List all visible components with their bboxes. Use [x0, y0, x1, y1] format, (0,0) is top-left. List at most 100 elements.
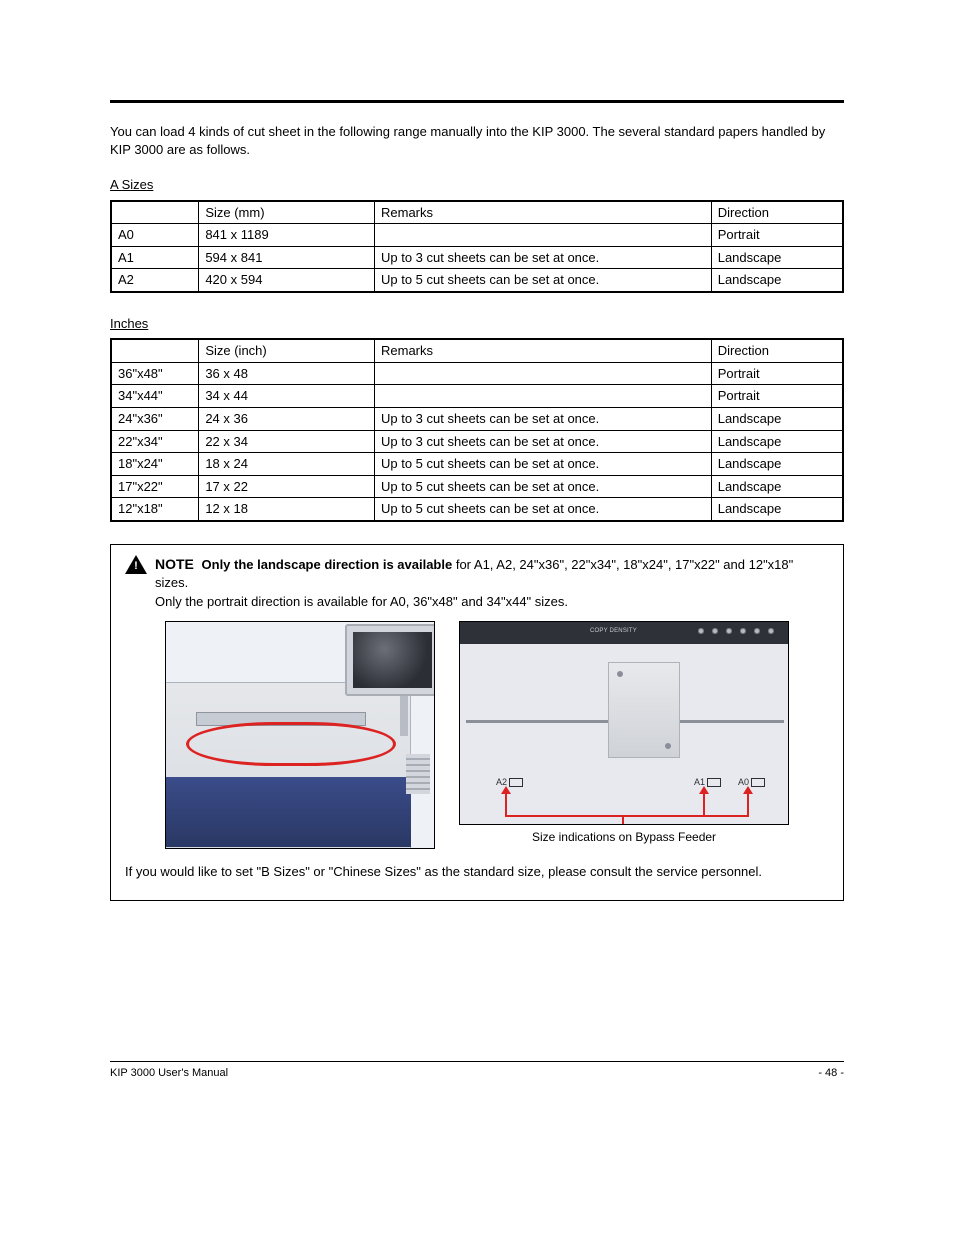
table-cell: 18 x 24 — [199, 453, 375, 476]
table-cell — [375, 224, 712, 247]
red-arrow — [703, 792, 705, 816]
panel-button[interactable] — [754, 628, 760, 634]
table-cell: 18"x24" — [111, 453, 199, 476]
table-cell: Landscape — [711, 498, 843, 521]
button-row — [698, 628, 774, 634]
table-cell: 34 x 44 — [199, 385, 375, 408]
red-oval-highlight — [186, 722, 396, 766]
table-cell: Up to 3 cut sheets can be set at once. — [375, 408, 712, 431]
table-cell: Landscape — [711, 475, 843, 498]
table-cell: 34"x44" — [111, 385, 199, 408]
table-row: 22"x34"22 x 34Up to 3 cut sheets can be … — [111, 430, 843, 453]
table-cell: 24"x36" — [111, 408, 199, 431]
photo-row: COPY DENSITY A2 A1 — [125, 621, 829, 849]
table-cell: A2 — [111, 269, 199, 292]
table-cell: Portrait — [711, 224, 843, 247]
table-row: A2420 x 594Up to 5 cut sheets can be set… — [111, 269, 843, 292]
table-header-row: Size (inch)RemarksDirection — [111, 339, 843, 362]
table-cell: Landscape — [711, 246, 843, 269]
red-arrow — [747, 792, 749, 816]
note-text-block: NOTE Only the landscape direction is ava… — [155, 555, 829, 611]
footer-right: - 48 - — [818, 1066, 844, 1081]
panel-button[interactable] — [740, 628, 746, 634]
table-cell: 12"x18" — [111, 498, 199, 521]
monitor-screen — [353, 632, 432, 688]
table-row: 36"x48"36 x 48 Portrait — [111, 362, 843, 385]
table-cell: 12 x 18 — [199, 498, 375, 521]
metal-guide-plate — [608, 662, 680, 758]
table-row: A0841 x 1189 Portrait — [111, 224, 843, 247]
copy-density-label: COPY DENSITY — [590, 627, 637, 635]
table-header-cell: Remarks — [375, 339, 712, 362]
top-control-bar: COPY DENSITY — [460, 622, 788, 644]
table-cell: 841 x 1189 — [199, 224, 375, 247]
table-row: 12"x18"12 x 18Up to 5 cut sheets can be … — [111, 498, 843, 521]
warning-icon — [125, 555, 147, 574]
table-cell: Landscape — [711, 430, 843, 453]
table-cell: 36"x48" — [111, 362, 199, 385]
table-cell: 36 x 48 — [199, 362, 375, 385]
table-cell: 594 x 841 — [199, 246, 375, 269]
table-cell: 24 x 36 — [199, 408, 375, 431]
table-row: 17"x22"17 x 22Up to 5 cut sheets can be … — [111, 475, 843, 498]
table-cell: Landscape — [711, 408, 843, 431]
a-series-label: A Sizes — [110, 176, 844, 194]
note-line1-bold: Only the landscape direction is availabl… — [202, 557, 453, 572]
table-cell: Up to 5 cut sheets can be set at once. — [375, 269, 712, 292]
top-rule — [110, 100, 844, 103]
note-label: NOTE — [155, 556, 194, 572]
panel-button[interactable] — [726, 628, 732, 634]
table-row: 18"x24"18 x 24Up to 5 cut sheets can be … — [111, 453, 843, 476]
table-cell: Portrait — [711, 385, 843, 408]
table-header-cell — [111, 339, 199, 362]
bypass-feeder-photo: COPY DENSITY A2 A1 — [459, 621, 789, 825]
table-cell: A1 — [111, 246, 199, 269]
table-cell: 22 x 34 — [199, 430, 375, 453]
table-cell: Landscape — [711, 269, 843, 292]
panel-button[interactable] — [698, 628, 704, 634]
red-connector-down — [622, 815, 624, 825]
table-row: A1594 x 841Up to 3 cut sheets can be set… — [111, 246, 843, 269]
footer-rule — [110, 1061, 844, 1062]
screw-icon — [665, 743, 671, 749]
b-series-label: Inches — [110, 315, 844, 333]
table-cell: Up to 5 cut sheets can be set at once. — [375, 498, 712, 521]
red-connector — [505, 815, 623, 817]
table-header-row: Size (mm)RemarksDirection — [111, 201, 843, 224]
table-header-cell: Direction — [711, 339, 843, 362]
table-cell — [375, 362, 712, 385]
note-line2: Only the portrait direction is available… — [155, 593, 829, 611]
table-cell: 17 x 22 — [199, 475, 375, 498]
note-header: NOTE Only the landscape direction is ava… — [125, 555, 829, 611]
intro-text: You can load 4 kinds of cut sheet in the… — [110, 123, 844, 158]
photo-caption: Size indications on Bypass Feeder — [532, 829, 716, 845]
footer-left: KIP 3000 User's Manual — [110, 1066, 228, 1081]
table-cell: Portrait — [711, 362, 843, 385]
table-cell: A0 — [111, 224, 199, 247]
page-footer: KIP 3000 User's Manual - 48 - — [110, 1061, 844, 1081]
table-cell: Up to 3 cut sheets can be set at once. — [375, 246, 712, 269]
printer-front — [166, 777, 411, 847]
table-row: 24"x36"24 x 36Up to 3 cut sheets can be … — [111, 408, 843, 431]
side-slots — [406, 754, 430, 794]
panel-button[interactable] — [768, 628, 774, 634]
table-cell: Up to 5 cut sheets can be set at once. — [375, 475, 712, 498]
red-arrow — [505, 792, 507, 816]
table-cell: 420 x 594 — [199, 269, 375, 292]
monitor — [345, 624, 435, 696]
table-header-cell — [111, 201, 199, 224]
a-size-table: Size (mm)RemarksDirectionA0841 x 1189 Por… — [110, 200, 844, 293]
panel-button[interactable] — [712, 628, 718, 634]
table-header-cell: Size (inch) — [199, 339, 375, 362]
screw-icon — [617, 671, 623, 677]
printer-photo — [165, 621, 435, 849]
red-connector — [623, 815, 749, 817]
table-header-cell: Size (mm) — [199, 201, 375, 224]
table-header-cell: Remarks — [375, 201, 712, 224]
table-row: 34"x44"34 x 44 Portrait — [111, 385, 843, 408]
after-note-text: If you would like to set "B Sizes" or "C… — [125, 863, 829, 881]
table-cell: 22"x34" — [111, 430, 199, 453]
table-cell — [375, 385, 712, 408]
note-line1: Only the landscape direction is availabl… — [155, 557, 793, 590]
table-cell: Up to 5 cut sheets can be set at once. — [375, 453, 712, 476]
